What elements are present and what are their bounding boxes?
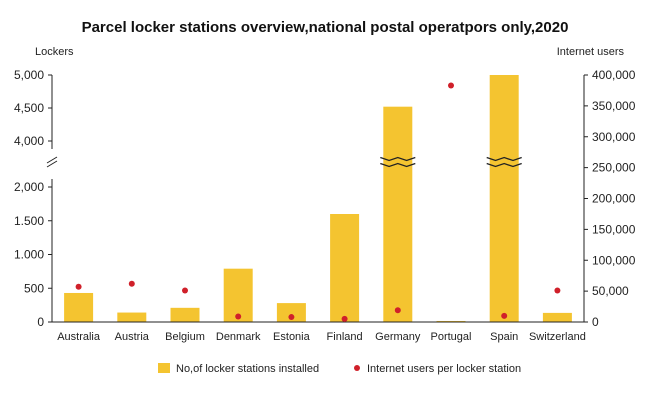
bar-switzerland — [542, 312, 572, 322]
category-label-portugal: Portugal — [431, 331, 472, 343]
right-tick-label: 100,000 — [592, 253, 636, 267]
category-label-germany: Germany — [375, 331, 421, 343]
category-label-estonia: Estonia — [273, 331, 311, 343]
bar-australia — [64, 292, 94, 322]
point-spain — [501, 312, 508, 319]
point-denmark — [235, 313, 242, 320]
right-tick-label: 150,000 — [592, 222, 636, 236]
right-tick-label: 50,000 — [592, 284, 629, 298]
point-switzerland — [554, 287, 561, 294]
bar-finland — [330, 214, 360, 322]
point-germany — [394, 307, 401, 314]
bar-spain — [489, 75, 519, 322]
left-tick-label: 0 — [37, 315, 44, 329]
left-tick-label: 4,500 — [14, 101, 44, 115]
axis-break-mark-germany-2 — [380, 162, 416, 168]
axis-break-mark-spain-2 — [486, 162, 522, 168]
left-axis-break-mark-1 — [46, 160, 58, 168]
point-australia — [75, 283, 82, 290]
right-tick-label: 200,000 — [592, 192, 636, 206]
point-belgium — [182, 287, 188, 294]
bar-germany — [383, 106, 413, 323]
legend-label-bars: No,of locker stations installed — [176, 363, 319, 375]
point-estonia — [288, 314, 295, 321]
left-tick-label: 5,000 — [14, 68, 44, 82]
left-tick-label: 2,000 — [14, 180, 44, 194]
bar-denmark — [223, 268, 253, 322]
right-tick-label: 350,000 — [592, 99, 636, 113]
bar-austria — [117, 312, 147, 322]
point-portugal — [448, 82, 454, 89]
category-label-austria: Austria — [115, 331, 150, 343]
category-label-spain: Spain — [490, 331, 518, 343]
bar-belgium — [170, 307, 200, 322]
left-tick-label: 1.500 — [14, 214, 44, 228]
axis-break-mark-spain-1 — [486, 156, 522, 162]
chart-title: Parcel locker stations overview,national… — [82, 19, 569, 36]
axis-break-mark-germany-1 — [380, 156, 416, 162]
legend-swatch-points — [354, 365, 360, 371]
category-label-finland: Finland — [327, 331, 363, 343]
left-tick-label: 500 — [24, 281, 44, 295]
legend-swatch-bars — [158, 363, 170, 373]
right-tick-label: 400,000 — [592, 68, 636, 82]
point-austria — [128, 280, 135, 287]
point-finland — [341, 315, 348, 322]
left-axis-break-mark-2 — [46, 156, 58, 164]
bar-estonia — [276, 303, 306, 322]
category-label-switzerland: Switzerland — [529, 331, 586, 343]
left-axis-label: Lockers — [35, 46, 74, 58]
category-label-denmark: Denmark — [216, 331, 261, 343]
category-label-australia: Australia — [57, 331, 101, 343]
right-tick-label: 250,000 — [592, 161, 636, 175]
legend-label-points: Internet users per locker station — [367, 363, 521, 375]
category-label-belgium: Belgium — [165, 331, 205, 343]
right-axis-label: Internet users — [557, 46, 625, 58]
left-tick-label: 4,000 — [14, 134, 44, 148]
right-tick-label: 0 — [592, 315, 599, 329]
right-tick-label: 300,000 — [592, 130, 636, 144]
left-tick-label: 1.000 — [14, 248, 44, 262]
